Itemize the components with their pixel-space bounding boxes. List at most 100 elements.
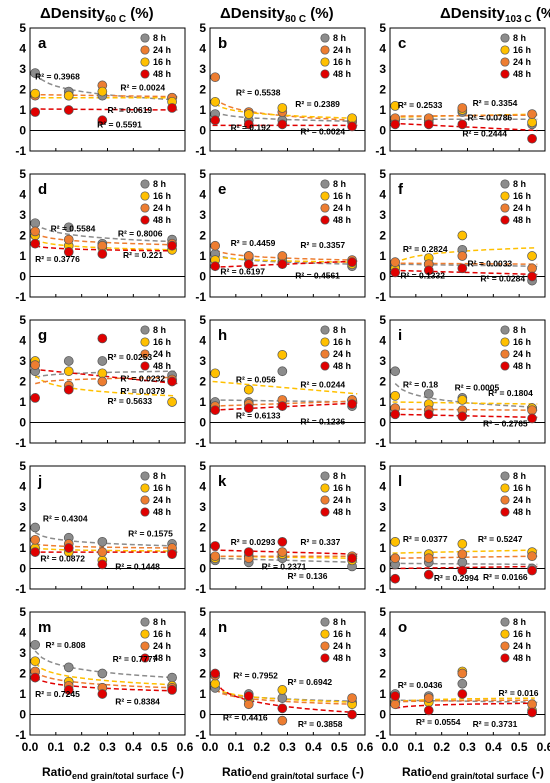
- data-point: [527, 565, 537, 576]
- r2-annotation: R² = 0.0377: [403, 534, 448, 544]
- legend-label: 8 h: [513, 617, 526, 627]
- data-point: [210, 541, 221, 551]
- y-tick-label: 5: [379, 605, 386, 619]
- y-tick-label: 0: [19, 270, 26, 284]
- data-point: [457, 263, 468, 274]
- x-tick-label: 0.5: [151, 740, 168, 754]
- legend-marker: [320, 179, 330, 189]
- legend-label: 8 h: [513, 325, 526, 335]
- y-tick-label: 0: [199, 270, 206, 284]
- data-point: [277, 536, 288, 547]
- legend-label: 48 h: [333, 507, 351, 517]
- y-tick-label: -1: [375, 436, 386, 450]
- legend-label: 48 h: [513, 507, 531, 517]
- y-tick-label: 3: [379, 354, 386, 368]
- r2-annotation: R² = 0.056: [236, 375, 276, 385]
- data-point: [457, 565, 468, 576]
- r2-annotation: R² = 0.6942: [288, 677, 333, 687]
- data-point: [277, 685, 288, 695]
- data-point: [457, 678, 468, 689]
- panel-i: -1 0 1 2 3 4 5i 8 h 16 h 24 h 48 h R² = 0.18 R² = 0.…: [375, 313, 546, 450]
- legend-label: 16 h: [333, 191, 351, 201]
- data-point: [390, 119, 401, 130]
- data-point: [347, 693, 357, 703]
- r2-annotation: R² = 0.2444: [462, 129, 507, 139]
- legend-marker: [320, 617, 330, 627]
- data-point: [210, 115, 221, 126]
- panel-f: -1 0 1 2 3 4 5f 8 h 16 h 24 h 48 h R² = 0.2824 R² = …: [375, 167, 546, 304]
- r2-annotation: R² = 0.4416: [223, 713, 268, 723]
- legend-label: 24 h: [333, 641, 351, 651]
- panel-label: e: [218, 181, 226, 198]
- data-point: [390, 536, 401, 547]
- y-tick-label: 4: [19, 334, 26, 348]
- legend-label: 24 h: [333, 495, 351, 505]
- data-point: [347, 553, 357, 564]
- r2-annotation: R² = 0.1575: [128, 529, 173, 539]
- legend-label: 48 h: [513, 361, 531, 371]
- y-tick-label: 3: [19, 208, 26, 222]
- panel-d: -1 0 1 2 3 4 5d 8 h 16 h 24 h 48 h R² = 0.5584 R² = …: [15, 167, 186, 304]
- legend-label: 48 h: [333, 653, 351, 663]
- data-point: [210, 72, 221, 83]
- data-point: [527, 405, 537, 416]
- data-point: [97, 376, 108, 387]
- legend-label: 8 h: [333, 325, 346, 335]
- legend-marker: [320, 203, 330, 213]
- legend-label: 16 h: [333, 629, 351, 639]
- y-tick-label: 3: [19, 500, 26, 514]
- data-point: [210, 405, 221, 416]
- data-point: [243, 119, 254, 130]
- legend-label: 24 h: [513, 349, 531, 359]
- trendline: [392, 699, 538, 703]
- panel-o: -1 0 1 2 3 4 5 0.0 0.1 0.2 0.3 0.4 0.5 0.6 o 8 h 16 h 24 …: [375, 605, 550, 754]
- trendline: [214, 687, 355, 703]
- y-tick-label: 4: [19, 188, 26, 202]
- y-tick-label: -1: [195, 582, 206, 596]
- r2-annotation: R² = 0.4304: [43, 513, 88, 523]
- trendline: [34, 222, 175, 243]
- legend-label: 8 h: [153, 325, 166, 335]
- panel-e: -1 0 1 2 3 4 5e 8 h 16 h 24 h 48 h R² = 0.4459 R² = …: [195, 167, 366, 304]
- y-tick-label: 1: [199, 395, 206, 409]
- data-point: [277, 547, 288, 557]
- y-tick-label: 1: [199, 687, 206, 701]
- y-tick-label: 0: [199, 708, 206, 722]
- y-tick-label: -1: [375, 582, 386, 596]
- y-tick-label: 1: [379, 395, 386, 409]
- legend-marker: [500, 629, 510, 639]
- panel-label: a: [38, 35, 47, 52]
- y-tick-label: 0: [19, 708, 26, 722]
- r2-annotation: R² = 0.3968: [35, 71, 80, 81]
- data-point: [97, 368, 108, 379]
- panel-label: j: [37, 473, 42, 490]
- legend-marker: [500, 215, 510, 225]
- r2-annotation: R² = 0.1236: [300, 417, 345, 427]
- legend-label: 8 h: [153, 179, 166, 189]
- data-point: [167, 240, 177, 251]
- legend-marker: [140, 471, 150, 481]
- panel-label: g: [38, 327, 47, 344]
- legend-marker: [320, 495, 330, 505]
- legend-label: 8 h: [153, 471, 166, 481]
- y-tick-label: 2: [199, 229, 206, 243]
- panel-label: m: [38, 619, 51, 636]
- data-point: [347, 121, 357, 132]
- data-point: [30, 672, 41, 683]
- data-point: [423, 265, 434, 276]
- data-point: [423, 409, 434, 420]
- panel-label: k: [218, 473, 227, 490]
- y-tick-label: 2: [19, 375, 26, 389]
- legend-marker: [320, 653, 330, 663]
- legend-label: 8 h: [513, 179, 526, 189]
- data-point: [423, 553, 434, 564]
- y-tick-label: 5: [379, 313, 386, 327]
- y-tick-label: 4: [199, 42, 206, 56]
- data-point: [167, 549, 177, 560]
- y-tick-label: -1: [195, 144, 206, 158]
- r2-annotation: R² = 0.808: [46, 640, 86, 650]
- legend-marker: [320, 57, 330, 67]
- y-tick-label: 2: [199, 667, 206, 681]
- y-tick-label: -1: [375, 290, 386, 304]
- legend-label: 24 h: [333, 203, 351, 213]
